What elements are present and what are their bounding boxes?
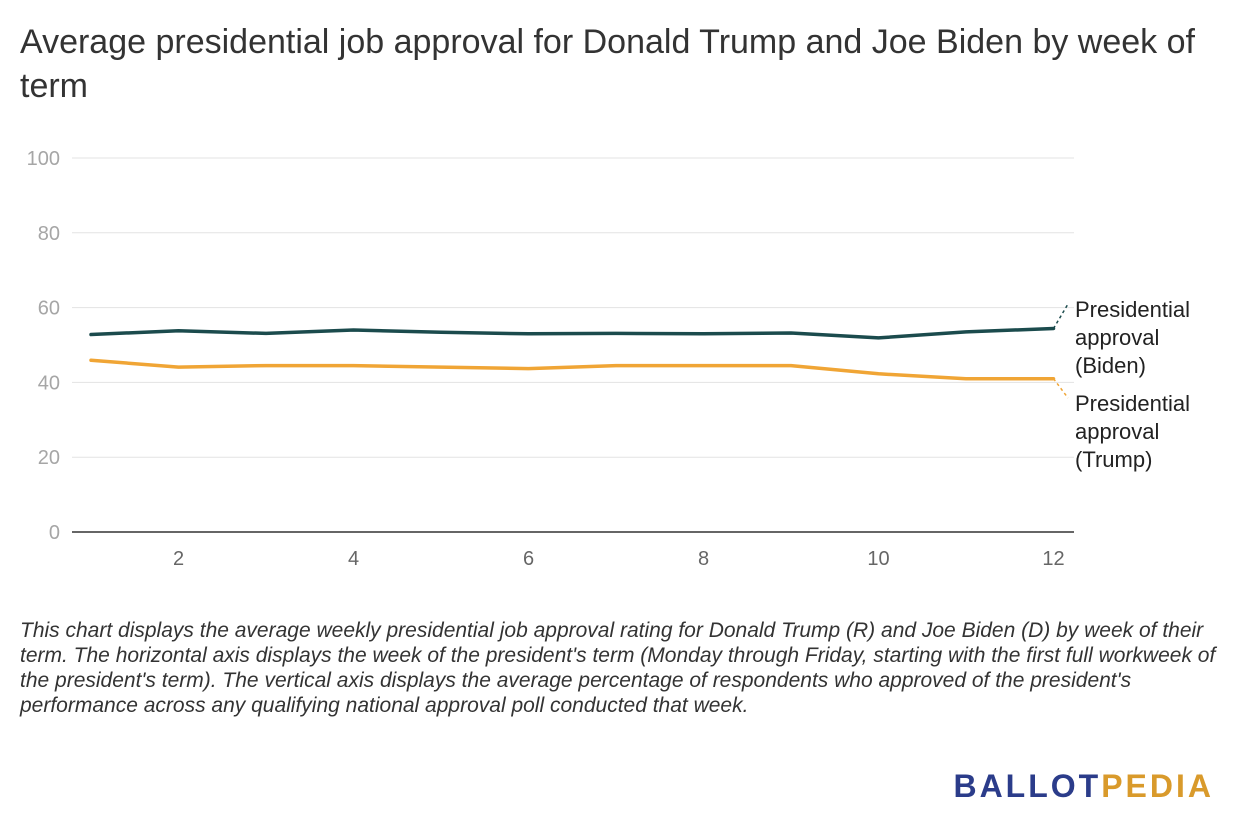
grid-layer xyxy=(72,157,1074,458)
series-line-1 xyxy=(89,358,1056,381)
chart-caption: This chart displays the average weekly p… xyxy=(20,619,1216,717)
series-label-text: (Biden) xyxy=(1075,353,1146,378)
series-label-text: (Trump) xyxy=(1075,447,1152,472)
series-layer xyxy=(89,326,1056,381)
y-tick-label: 100 xyxy=(27,148,60,170)
x-tick-label: 10 xyxy=(867,548,889,570)
x-tick-label: 2 xyxy=(173,548,184,570)
line-chart: 0 20 40 60 80 100 2 4 6 8 10 12 Presidential approva… xyxy=(27,148,1190,570)
axis-layer: 0 20 40 60 80 100 2 4 6 8 10 12 xyxy=(27,148,1074,570)
y-tick-label: 40 xyxy=(38,372,60,394)
logo-part-pedia: PEDIA xyxy=(1101,768,1214,804)
y-tick-label: 20 xyxy=(38,447,60,469)
series-line-0 xyxy=(89,326,1056,340)
series-label-leader xyxy=(1052,378,1069,399)
x-tick-label: 8 xyxy=(698,548,709,570)
ballotpedia-logo: BALLOTPEDIA xyxy=(953,768,1214,805)
x-tick-label: 6 xyxy=(523,548,534,570)
series-label-text: Presidential xyxy=(1075,391,1190,416)
y-tick-label: 0 xyxy=(49,522,60,544)
chart-title: Average presidential job approval for Do… xyxy=(20,23,1195,105)
series-label-text: Presidential xyxy=(1075,297,1190,322)
logo-part-ballot: BALLOT xyxy=(953,768,1102,804)
series-label-text: approval xyxy=(1075,325,1159,350)
series-label-leader xyxy=(1052,303,1069,329)
series-label-text: approval xyxy=(1075,419,1159,444)
y-tick-label: 80 xyxy=(38,223,60,245)
y-tick-label: 60 xyxy=(38,298,60,320)
x-tick-label: 12 xyxy=(1042,548,1064,570)
x-tick-label: 4 xyxy=(348,548,359,570)
label-layer: Presidential approval (Biden) Presidential a… xyxy=(1052,297,1190,472)
